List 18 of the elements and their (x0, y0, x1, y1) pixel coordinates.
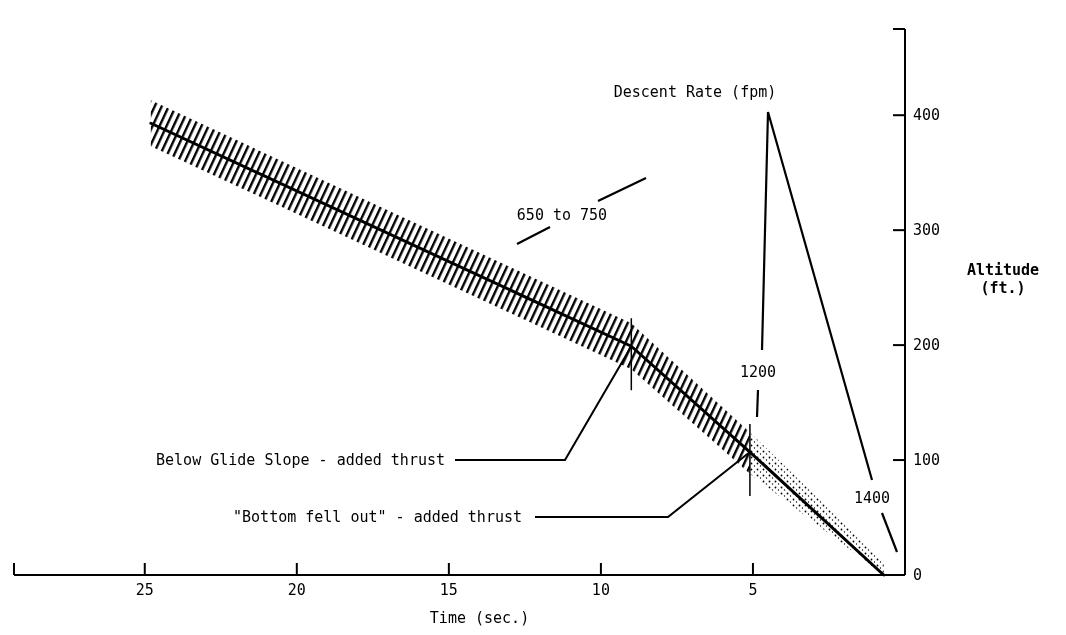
y-tick-label: 0 (913, 566, 923, 584)
x-tick-label: 10 (591, 581, 610, 599)
annotation: 650 to 750 (516, 206, 608, 224)
y-tick-label: 300 (913, 221, 941, 240)
annotation: 1200 (739, 363, 777, 381)
annotation: 1400 (853, 489, 891, 507)
y-axis-title: Altitude (ft.) (966, 260, 1040, 297)
annotation: "Bottom fell out" - added thrust (233, 508, 522, 526)
x-tick-label: 15 (439, 581, 458, 599)
annotation: Descent Rate (fpm) (613, 83, 777, 101)
x-tick-label: 25 (135, 581, 154, 599)
y-tick-label: 100 (913, 451, 941, 470)
x-tick-label: 20 (287, 581, 306, 599)
y-tick-label: 200 (913, 336, 941, 355)
x-tick-label: 5 (748, 581, 758, 599)
x-axis-title: Time (sec.) (429, 609, 530, 627)
annotation: Below Glide Slope - added thrust (156, 451, 445, 469)
y-tick-label: 400 (913, 106, 941, 125)
